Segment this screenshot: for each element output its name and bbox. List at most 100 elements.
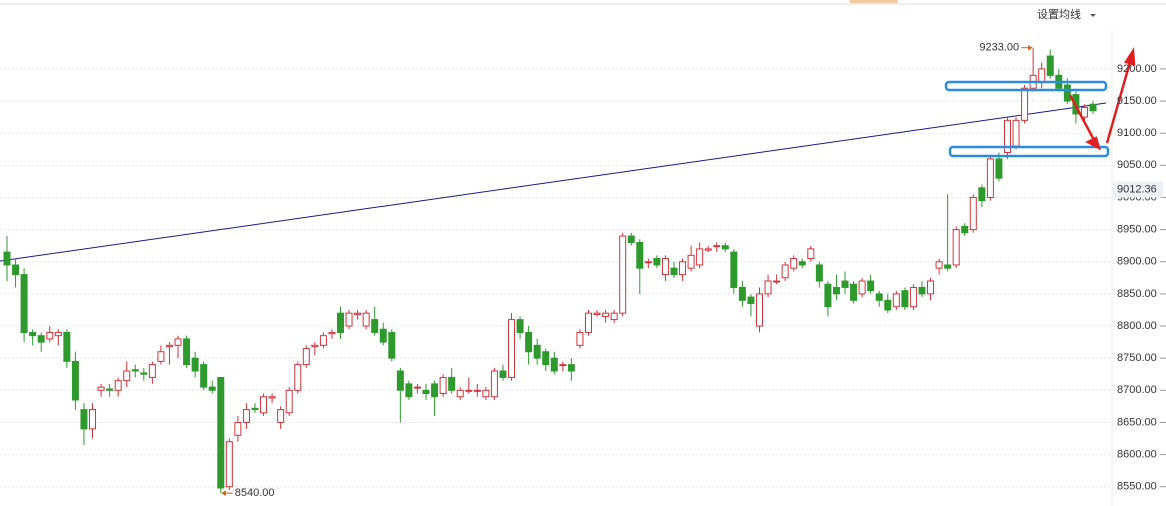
candle-body <box>371 319 379 333</box>
candle-body <box>636 241 644 269</box>
candle-body <box>465 389 473 392</box>
price-label: 9012.36 <box>1117 183 1157 195</box>
y-tick-label: 8750.00 <box>1117 352 1157 364</box>
extreme-pointer-head <box>221 490 226 497</box>
candle-body <box>396 370 404 391</box>
candle-body <box>961 225 969 234</box>
candle-body <box>37 335 45 343</box>
candle-body <box>20 274 28 333</box>
candle-body <box>431 383 439 398</box>
candle-body <box>1012 119 1020 147</box>
candle-body <box>901 290 909 308</box>
candle-body <box>952 229 960 266</box>
candle-body <box>773 280 781 283</box>
candle-body <box>12 264 20 276</box>
candle-body <box>260 396 268 414</box>
trend-line <box>0 102 1107 262</box>
candle-body <box>986 158 994 198</box>
candle-body <box>251 407 259 411</box>
candle-body <box>183 338 191 366</box>
arrowhead <box>1085 136 1102 151</box>
candle-body <box>670 267 678 276</box>
candle-body <box>165 344 173 348</box>
y-tick-label: 9200.00 <box>1117 63 1157 75</box>
candle-body <box>405 383 413 398</box>
candle-body <box>3 251 11 266</box>
candle-body <box>730 251 738 288</box>
candle-body <box>935 261 943 269</box>
candle-body <box>807 248 815 260</box>
candle-body <box>336 312 344 333</box>
candle-body <box>114 380 122 391</box>
candle-body <box>54 331 62 337</box>
candle-body <box>268 396 276 399</box>
candle-body <box>721 245 729 250</box>
candle-body <box>354 312 362 315</box>
candle-body <box>191 357 199 372</box>
price-label-box <box>1113 181 1163 198</box>
candle-body <box>294 364 302 391</box>
candle-body <box>242 409 250 423</box>
candle-body <box>63 331 71 362</box>
candle-body <box>704 248 712 251</box>
arrowhead <box>1124 47 1136 66</box>
candle-body <box>679 261 687 276</box>
candle-body <box>978 187 986 202</box>
candle-body <box>756 293 764 327</box>
menu-caret <box>1090 14 1096 17</box>
tab-indicator <box>850 0 898 3</box>
candle-body <box>499 370 507 378</box>
candle-body <box>217 376 225 489</box>
y-tick-label: 9100.00 <box>1117 127 1157 139</box>
menu-button[interactable]: 设置均线 <box>1037 7 1096 21</box>
support-box <box>948 145 1110 158</box>
candle-body <box>1063 84 1071 102</box>
candle-body <box>576 331 584 346</box>
candle-body <box>200 364 208 388</box>
candle-body <box>508 319 516 378</box>
candle-body <box>1089 103 1097 112</box>
candle-body <box>747 296 755 305</box>
candle-body <box>867 280 875 292</box>
candle-body <box>345 312 353 327</box>
candle-body <box>379 328 387 343</box>
grid <box>0 68 1112 488</box>
candle-body <box>533 344 541 359</box>
extreme-pointer-head <box>1028 44 1033 51</box>
candle-body <box>157 351 165 362</box>
resistance-box <box>944 80 1108 92</box>
candle-body <box>781 264 789 279</box>
candle-body <box>473 389 481 392</box>
candle-body <box>798 261 806 266</box>
candle-body <box>174 338 182 346</box>
arrow-down <box>1068 94 1096 141</box>
candle-body <box>1003 119 1011 153</box>
candle-body <box>738 286 746 301</box>
candle-body <box>525 331 533 353</box>
candle-body <box>832 286 840 295</box>
candle-body <box>311 344 319 348</box>
candle-body <box>619 235 627 314</box>
candle-body <box>1038 68 1046 83</box>
candle-body <box>696 248 704 266</box>
candle-body <box>439 376 447 395</box>
candle-body <box>858 280 866 295</box>
candle-body <box>824 283 832 308</box>
candle-body <box>277 409 285 423</box>
candle-body <box>892 293 900 308</box>
candle-body <box>627 235 635 243</box>
candle-body <box>413 386 421 389</box>
candle-body <box>610 312 618 321</box>
candle-body <box>208 386 216 391</box>
candle-body <box>516 319 524 333</box>
candle-body <box>319 335 327 346</box>
candle-body <box>456 389 464 398</box>
candle-body <box>790 258 798 269</box>
candle-body <box>969 196 977 231</box>
y-tick-label: 8550.00 <box>1117 481 1157 493</box>
menu-label[interactable]: 设置均线 <box>1037 7 1081 21</box>
candle-body <box>89 409 97 430</box>
candle-body <box>909 286 917 308</box>
candle-body <box>234 421 242 436</box>
